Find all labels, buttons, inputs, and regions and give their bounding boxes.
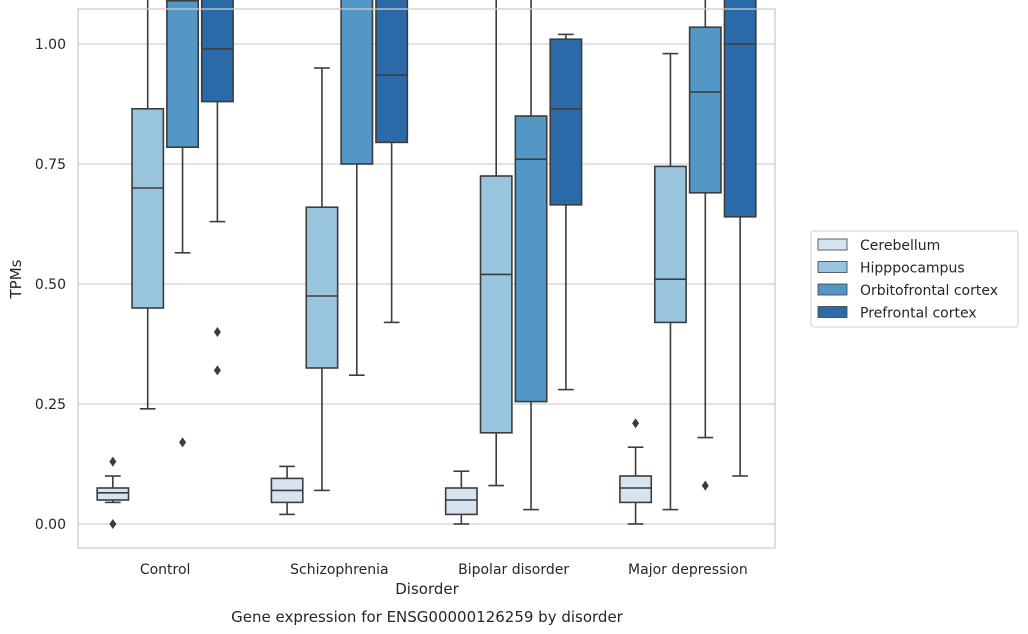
- outlier-point: [632, 418, 640, 429]
- legend-swatch: [817, 306, 848, 318]
- y-axis-label: TPMs: [7, 259, 25, 299]
- x-axis-label: Disorder: [395, 580, 459, 598]
- outlier-point: [109, 456, 117, 467]
- box-iqr: [340, 0, 374, 165]
- outlier-point: [213, 327, 221, 337]
- box-iqr: [96, 487, 130, 501]
- box-hipppocampus: [131, 0, 165, 410]
- box-orbitofrontal-cortex: [688, 0, 722, 491]
- box-iqr: [619, 475, 653, 504]
- box-iqr: [653, 165, 687, 324]
- legend-swatch: [817, 261, 848, 273]
- box-orbitofrontal-cortex: [340, 0, 374, 377]
- box-iqr: [549, 38, 583, 206]
- box-prefrontal-cortex: [549, 33, 583, 391]
- box-iqr: [514, 115, 548, 403]
- y-tick-label: 0.50: [35, 277, 66, 293]
- box-iqr: [723, 0, 757, 218]
- outlier-point: [213, 365, 221, 376]
- x-axis-ticks: Control Schizophrenia Bipolar disorder Majo…: [140, 562, 748, 578]
- box-iqr: [479, 175, 513, 434]
- x-tick-label: Control: [140, 562, 191, 578]
- x-tick-label: Bipolar disorder: [458, 562, 569, 578]
- box-cerebellum: [96, 456, 130, 529]
- box-iqr: [305, 206, 339, 369]
- figure-caption: Gene expression for ENSG00000126259 by d…: [231, 608, 624, 626]
- box-iqr: [166, 0, 200, 148]
- y-tick-label: 1.00: [35, 37, 66, 53]
- box-cerebellum: [444, 470, 478, 525]
- box-cerebellum: [619, 418, 653, 525]
- legend: Cerebellum Hipppocampus Orbitofrontal cort…: [810, 230, 1019, 328]
- box-prefrontal-cortex: [200, 0, 234, 376]
- box-hipppocampus: [479, 0, 513, 487]
- plot-series: [96, 0, 757, 529]
- box-iqr: [688, 26, 722, 194]
- outlier-point: [701, 480, 709, 491]
- x-tick-label: Schizophrenia: [290, 562, 388, 578]
- legend-label: Orbitofrontal cortex: [860, 283, 998, 299]
- box-orbitofrontal-cortex: [166, 0, 200, 448]
- y-axis-ticks: 0.000.250.500.751.001.251.501.752.00: [35, 37, 66, 533]
- legend-swatch: [817, 283, 848, 296]
- box-iqr: [444, 487, 478, 516]
- box-prefrontal-cortex: [723, 0, 757, 477]
- y-tick-label: 0.75: [35, 157, 66, 173]
- outlier-point: [179, 437, 187, 448]
- legend-items: Cerebellum Hipppocampus Orbitofrontal cort…: [817, 238, 998, 322]
- box-iqr: [200, 0, 234, 103]
- y-tick-label: 0.25: [35, 397, 66, 413]
- box-orbitofrontal-cortex: [514, 0, 548, 511]
- legend-label: Hipppocampus: [860, 261, 965, 277]
- box-iqr: [375, 0, 409, 144]
- legend-label: Prefrontal cortex: [860, 306, 977, 322]
- box-prefrontal-cortex: [375, 0, 409, 324]
- legend-swatch: [817, 238, 848, 251]
- box-cerebellum: [270, 465, 304, 516]
- x-tick-label: Major depression: [628, 562, 748, 578]
- box-hipppocampus: [305, 67, 339, 492]
- outlier-point: [109, 519, 117, 529]
- plot-area-frame: [77, 8, 776, 549]
- box-iqr: [131, 108, 165, 309]
- legend-frame: [810, 230, 1019, 328]
- legend-label: Cerebellum: [860, 238, 940, 254]
- box-hipppocampus: [653, 52, 687, 511]
- y-tick-label: 0.00: [35, 517, 66, 533]
